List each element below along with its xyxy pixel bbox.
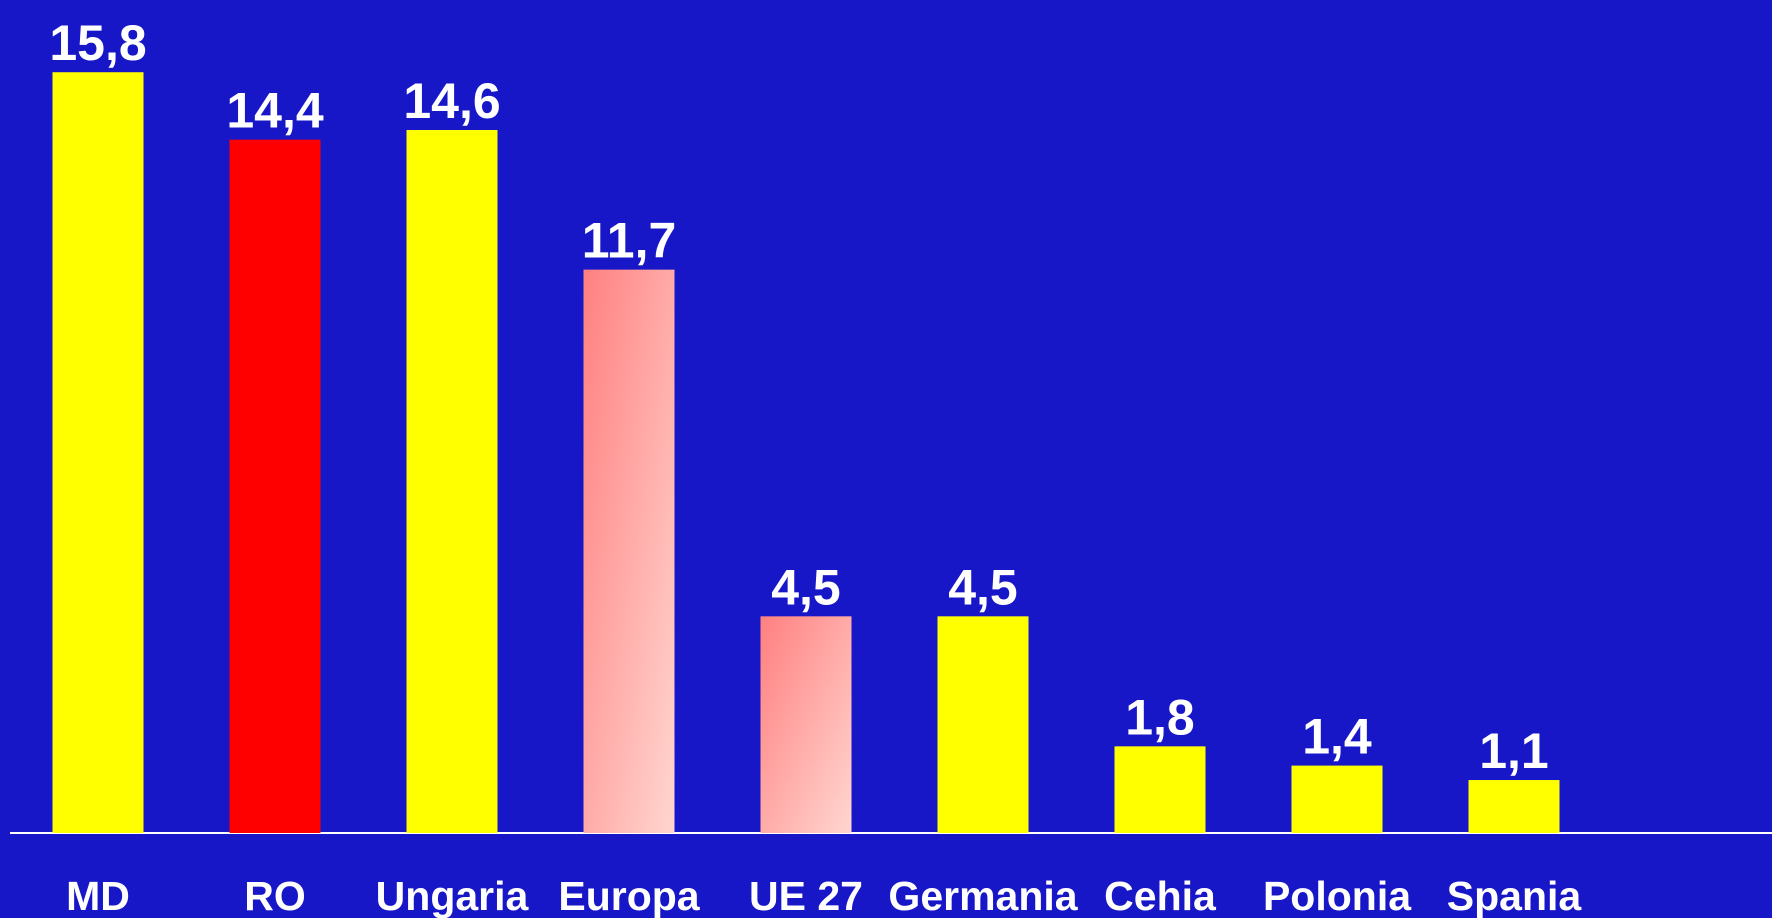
value-label: 14,6 xyxy=(403,73,500,129)
value-label: 4,5 xyxy=(771,559,841,615)
x-tick-label: MD xyxy=(66,873,130,918)
x-tick-label: Germania xyxy=(888,873,1078,918)
value-label: 4,5 xyxy=(948,559,1018,615)
bar xyxy=(583,269,675,834)
bar xyxy=(760,616,852,833)
x-tick-label: UE 27 xyxy=(749,873,863,918)
x-tick-label: RO xyxy=(244,873,306,918)
value-label: 1,1 xyxy=(1479,723,1549,779)
x-tick-label: Cehia xyxy=(1104,873,1217,918)
bar xyxy=(52,72,144,833)
x-tick-label: Ungaria xyxy=(376,873,530,918)
value-label: 14,4 xyxy=(226,83,324,139)
value-label: 1,8 xyxy=(1125,689,1195,745)
value-label: 15,8 xyxy=(49,15,146,71)
bar xyxy=(229,139,321,833)
bar xyxy=(1291,765,1383,833)
value-label: 1,4 xyxy=(1302,709,1372,765)
bar xyxy=(1114,746,1206,833)
bar xyxy=(1468,780,1560,833)
value-label: 11,7 xyxy=(582,213,677,269)
x-tick-label: Europa xyxy=(558,873,700,918)
x-tick-label: Spania xyxy=(1447,873,1583,918)
x-tick-label: Polonia xyxy=(1263,873,1412,918)
bar xyxy=(937,616,1029,833)
bar xyxy=(406,130,498,833)
